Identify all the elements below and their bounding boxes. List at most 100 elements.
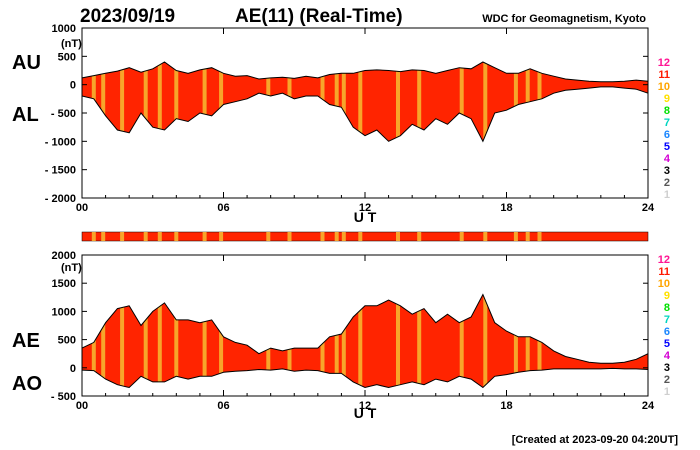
y-tick-label: 1000	[52, 23, 76, 35]
y-tick-label: 1000	[52, 306, 76, 318]
legend-station-count: 6	[664, 129, 670, 141]
al-series-label: AL	[12, 104, 39, 126]
date-label: 2023/09/19	[80, 6, 175, 27]
summary-highlight	[513, 232, 518, 241]
upper-series-line	[81, 61, 649, 83]
x-axis-label-1: U T	[354, 209, 377, 225]
summary-highlight	[358, 232, 363, 241]
highlight-band	[396, 294, 400, 388]
highlight-band	[396, 62, 400, 142]
au-series-label: AU	[12, 52, 41, 74]
legend-station-count: 4	[664, 350, 671, 362]
legend-station-count: 6	[664, 326, 670, 338]
x-tick-label: 24	[642, 202, 655, 214]
highlight-band	[202, 62, 207, 142]
highlight-band	[157, 62, 162, 142]
y-tick-label: 500	[58, 335, 76, 347]
summary-highlight	[120, 232, 125, 241]
legend-station-count: 11	[658, 69, 670, 81]
source-label: WDC for Geomagnetism, Kyoto	[482, 13, 646, 25]
legend-station-count: 8	[664, 105, 670, 117]
summary-highlight	[396, 232, 400, 241]
y-tick-label: 0	[70, 363, 76, 375]
legend-station-count: 3	[664, 362, 670, 374]
legend-station-count: 7	[664, 314, 670, 326]
highlight-band	[358, 294, 363, 388]
x-tick-label: 06	[217, 400, 229, 412]
summary-bar-fill	[81, 231, 649, 242]
highlight-band	[101, 294, 106, 388]
x-tick-label: 12	[359, 202, 371, 214]
highlight-band	[483, 294, 488, 388]
y-tick-label: 0	[70, 80, 76, 92]
summary-highlight	[525, 232, 530, 241]
summary-highlight	[320, 232, 325, 241]
summary-highlight	[287, 232, 292, 241]
y-tick-label: - 1500	[45, 165, 76, 177]
highlight-band	[341, 62, 346, 142]
summary-highlight	[174, 232, 179, 241]
legend-station-count: 8	[664, 302, 670, 314]
legend-station-count: 11	[658, 266, 670, 278]
highlight-band	[120, 62, 125, 142]
highlight-band	[143, 294, 148, 388]
x-axis-label-2: U T	[354, 405, 377, 421]
highlight-band	[513, 294, 518, 388]
highlight-band	[334, 294, 339, 388]
summary-highlight	[143, 232, 148, 241]
highlight-band	[513, 62, 518, 142]
summary-highlight	[334, 232, 339, 241]
ao-series-label: AO	[12, 373, 42, 395]
y-tick-label: 1500	[52, 278, 76, 290]
highlight-band	[459, 294, 464, 388]
x-tick-label: 06	[217, 202, 229, 214]
legend-station-count: 10	[658, 81, 670, 93]
x-tick-label: 00	[76, 400, 88, 412]
summary-highlight	[341, 232, 346, 241]
summary-highlight	[91, 232, 96, 241]
legend-station-count: 2	[664, 177, 670, 189]
ae-series-label: AE	[12, 330, 40, 352]
legend-station-count: 12	[658, 254, 670, 266]
summary-highlight	[459, 232, 464, 241]
highlight-band	[143, 62, 148, 142]
highlight-band	[120, 294, 125, 388]
y-unit-label-2: (nT)	[61, 262, 82, 274]
upper-series-line	[81, 293, 649, 364]
legend-station-count: 9	[664, 290, 670, 302]
x-tick-label: 18	[500, 202, 512, 214]
lower-series-line	[81, 367, 649, 389]
legend-station-count: 1	[664, 386, 670, 398]
legend-station-count: 5	[664, 338, 670, 350]
legend-station-count: 1	[664, 189, 670, 201]
legend-station-count: 3	[664, 165, 670, 177]
activity-summary-bar	[81, 231, 649, 242]
highlight-band	[525, 294, 530, 388]
summary-highlight	[537, 232, 542, 241]
legend-station-count: 7	[664, 117, 670, 129]
summary-highlight	[202, 232, 207, 241]
y-tick-label: - 1000	[45, 136, 76, 148]
highlight-band	[219, 294, 224, 388]
x-tick-label: 00	[76, 202, 88, 214]
highlight-band	[157, 294, 162, 388]
summary-highlight	[157, 232, 162, 241]
legend-station-count: 9	[664, 93, 670, 105]
highlight-band	[525, 62, 530, 142]
highlight-band	[417, 62, 422, 142]
legend-station-count: 4	[664, 153, 671, 165]
highlight-band	[358, 62, 363, 142]
highlight-band	[459, 62, 464, 142]
highlight-band	[174, 294, 179, 388]
highlight-band	[483, 62, 488, 142]
chart-title: AE(11) (Real-Time)	[235, 6, 403, 27]
created-timestamp: [Created at 2023-09-20 04:20UT]	[512, 434, 679, 446]
y-tick-label: 2000	[52, 250, 76, 262]
highlight-band	[219, 62, 224, 142]
legend-station-count: 5	[664, 141, 670, 153]
envelope-area	[82, 62, 648, 142]
